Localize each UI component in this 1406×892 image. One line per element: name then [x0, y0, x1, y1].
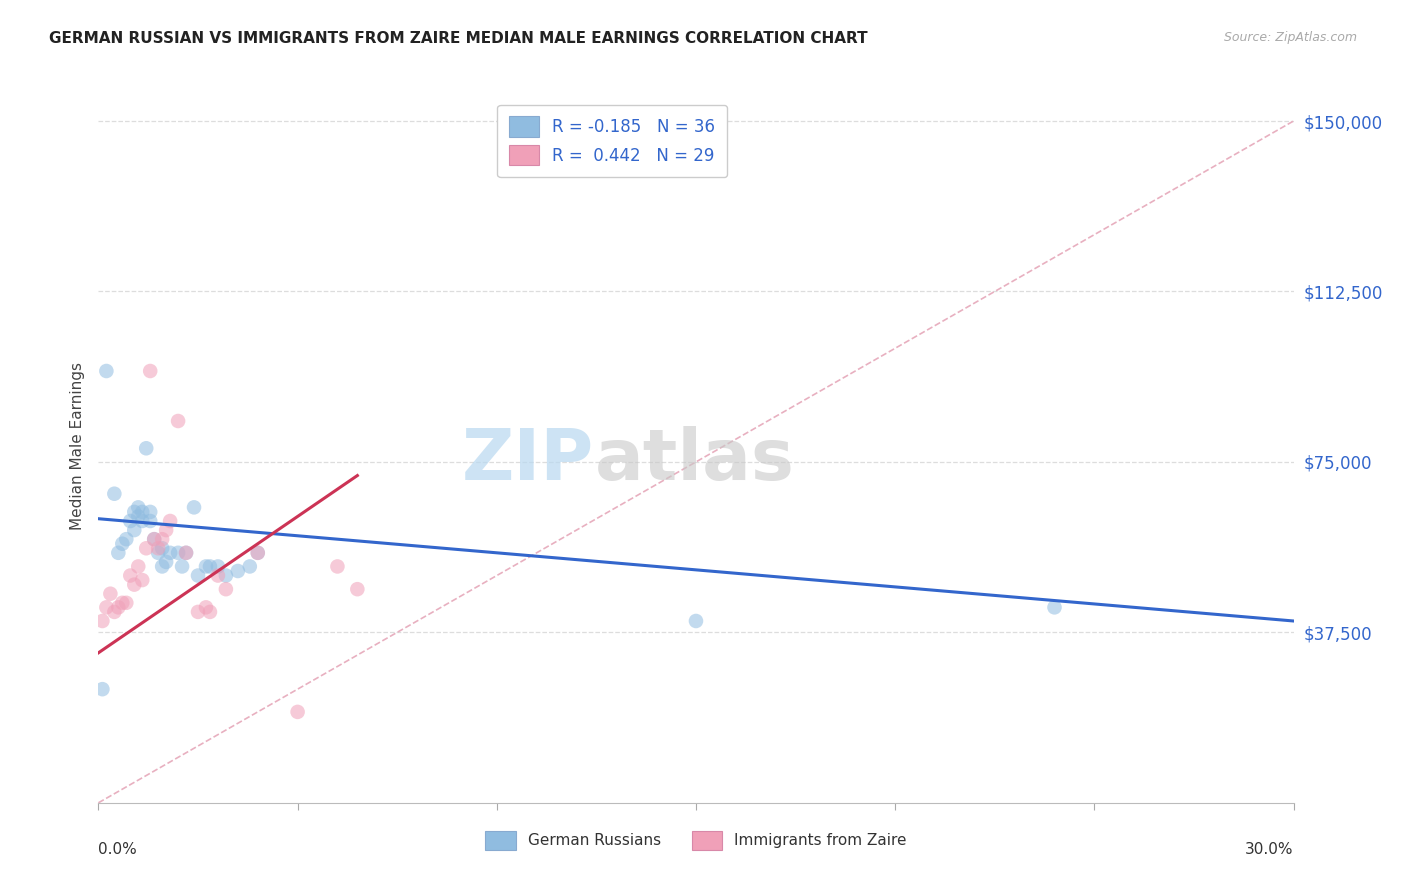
Point [135, 541, 157, 556]
Text: 0.0%: 0.0% [98, 842, 138, 857]
Legend: German Russians, Immigrants from Zaire: German Russians, Immigrants from Zaire [479, 825, 912, 855]
Point [107, 546, 129, 560]
Point [143, 532, 166, 546]
Point [174, 546, 197, 560]
Point [127, 559, 149, 574]
Point [167, 414, 190, 428]
Point [685, 614, 707, 628]
Point [167, 546, 190, 560]
Point [98, 587, 122, 601]
Point [346, 582, 368, 597]
Point [187, 605, 209, 619]
Point [111, 596, 134, 610]
Y-axis label: Median Male Earnings: Median Male Earnings [69, 362, 84, 530]
Point [207, 568, 229, 582]
Point [115, 532, 138, 546]
Point [124, 577, 146, 591]
Point [111, 537, 134, 551]
Point [246, 546, 269, 560]
Point [148, 546, 170, 560]
Point [198, 605, 221, 619]
Point [150, 541, 173, 556]
Text: GERMAN RUSSIAN VS IMMIGRANTS FROM ZAIRE MEDIAN MALE EARNINGS CORRELATION CHART: GERMAN RUSSIAN VS IMMIGRANTS FROM ZAIRE … [49, 31, 868, 46]
Point [150, 559, 173, 574]
Point [148, 541, 170, 556]
Point [194, 559, 218, 574]
Point [96, 600, 118, 615]
Point [287, 705, 309, 719]
Point [150, 532, 173, 546]
Point [120, 514, 142, 528]
Point [215, 582, 238, 597]
Point [172, 559, 194, 574]
Point [127, 500, 149, 515]
Point [131, 573, 153, 587]
Point [127, 509, 149, 524]
Point [143, 532, 166, 546]
Point [135, 442, 157, 456]
Point [187, 568, 209, 582]
Point [120, 568, 142, 582]
Point [174, 546, 197, 560]
Point [246, 546, 269, 560]
Point [139, 364, 162, 378]
Point [103, 487, 125, 501]
Point [139, 505, 162, 519]
Point [124, 523, 146, 537]
Point [115, 596, 138, 610]
Point [124, 505, 146, 519]
Point [159, 546, 181, 560]
Point [226, 564, 249, 578]
Point [183, 500, 205, 515]
Point [239, 559, 262, 574]
Point [139, 514, 162, 528]
Point [91, 682, 114, 697]
Point [131, 505, 153, 519]
Point [1043, 600, 1066, 615]
Text: ZIP: ZIP [463, 425, 595, 495]
Point [194, 600, 218, 615]
Text: Source: ZipAtlas.com: Source: ZipAtlas.com [1223, 31, 1357, 45]
Text: atlas: atlas [595, 425, 794, 495]
Point [107, 600, 129, 615]
Point [198, 559, 221, 574]
Point [155, 555, 177, 569]
Point [207, 559, 229, 574]
Point [96, 364, 118, 378]
Point [215, 568, 238, 582]
Point [155, 523, 177, 537]
Point [159, 514, 181, 528]
Point [326, 559, 349, 574]
Point [131, 514, 153, 528]
Text: 30.0%: 30.0% [1246, 842, 1294, 857]
Point [103, 605, 125, 619]
Point [91, 614, 114, 628]
